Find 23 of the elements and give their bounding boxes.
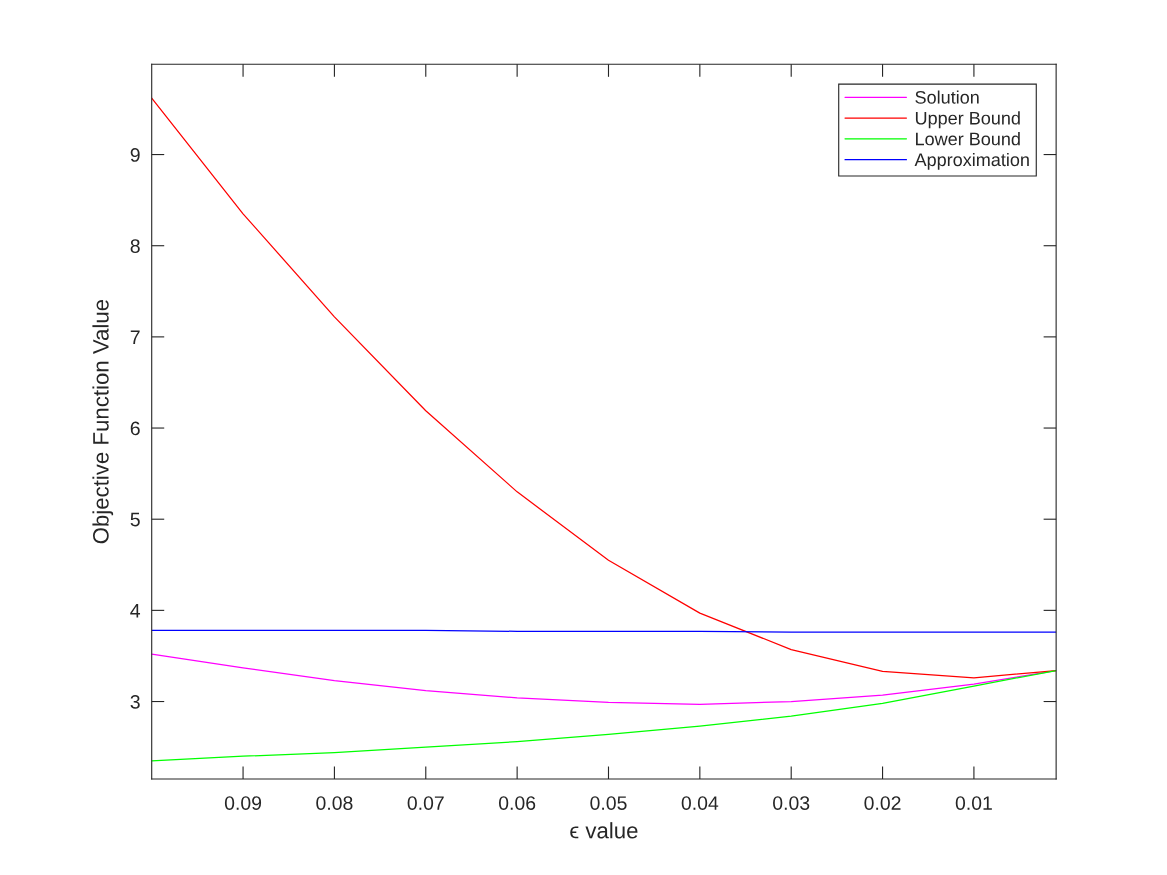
legend-label: Upper Bound: [915, 111, 1020, 129]
y-tick-label: 6: [130, 421, 140, 436]
legend-label: Approximation: [914, 152, 1029, 170]
x-tick-label: 0.06: [498, 796, 536, 810]
y-tick-label: 7: [130, 330, 140, 344]
x-tick-label: 0.01: [955, 796, 992, 810]
y-tick-label: 9: [130, 148, 140, 162]
x-tick-label: 0.08: [316, 796, 353, 810]
x-tick-label: 0.02: [864, 796, 901, 810]
y-tick-label: 5: [130, 512, 140, 527]
x-axis-title: ϵ value: [570, 822, 638, 839]
y-tick-label: 8: [130, 239, 140, 253]
x-tick-label: 0.09: [224, 796, 262, 810]
legend-label: Lower Bound: [916, 132, 1020, 146]
y-tick-label: 3: [130, 694, 140, 709]
x-tick-label: 0.04: [681, 796, 719, 810]
y-axis-title: Objective Function Value: [92, 299, 114, 544]
x-tick-label: 0.05: [590, 796, 627, 810]
y-tick-label: 4: [130, 604, 141, 618]
line-series: [151, 669, 1057, 762]
x-tick-label: 0.03: [773, 796, 810, 810]
x-tick-label: 0.07: [407, 796, 444, 810]
legend-label: Solution: [915, 90, 979, 104]
